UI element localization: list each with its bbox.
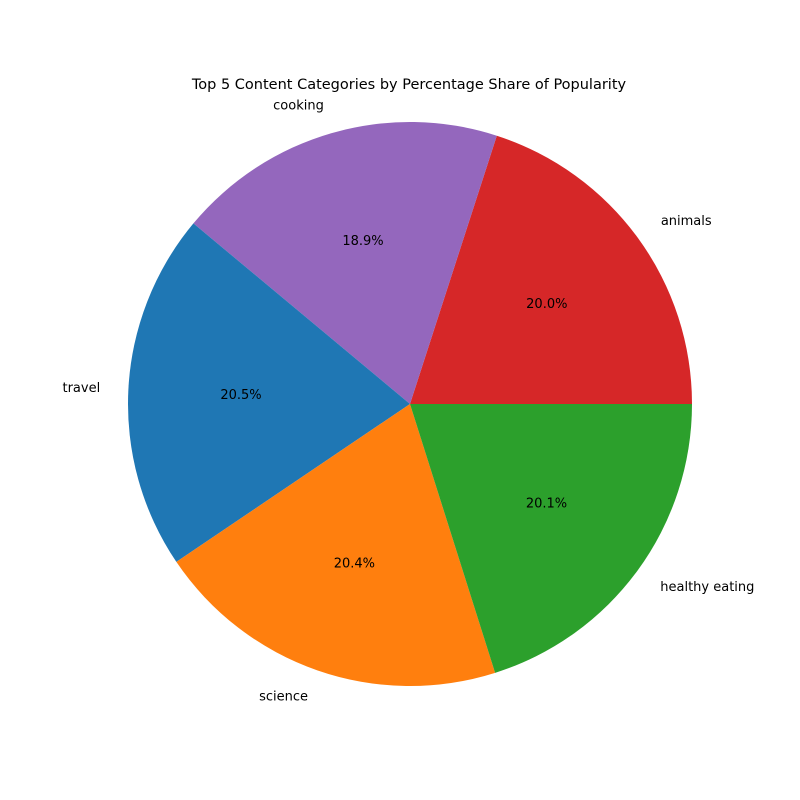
pie-slice-cooking <box>193 122 497 405</box>
slice-pct-cooking: 18.9% <box>342 234 383 249</box>
slice-pct-animals: 20.0% <box>526 297 567 312</box>
chart-title: Top 5 Content Categories by Percentage S… <box>191 77 627 93</box>
slice-label-healthy-eating: healthy eating <box>660 580 754 595</box>
pie-labels: animals 20.0% cooking 18.9% travel 20.5% scien… <box>62 99 754 705</box>
slice-label-cooking: cooking <box>273 99 324 114</box>
pie-slice-travel <box>127 223 411 562</box>
pie-slice-science <box>176 404 496 686</box>
slice-label-animals: animals <box>661 214 712 229</box>
slice-label-science: science <box>259 689 308 704</box>
pie-slice-healthy-eating <box>410 404 692 673</box>
pie-slice-animals <box>410 135 692 404</box>
slice-pct-travel: 20.5% <box>220 388 261 403</box>
slice-pct-healthy-eating: 20.1% <box>526 496 567 511</box>
pie-slices <box>127 122 692 686</box>
slice-label-travel: travel <box>62 381 100 396</box>
slice-pct-science: 20.4% <box>334 556 375 571</box>
